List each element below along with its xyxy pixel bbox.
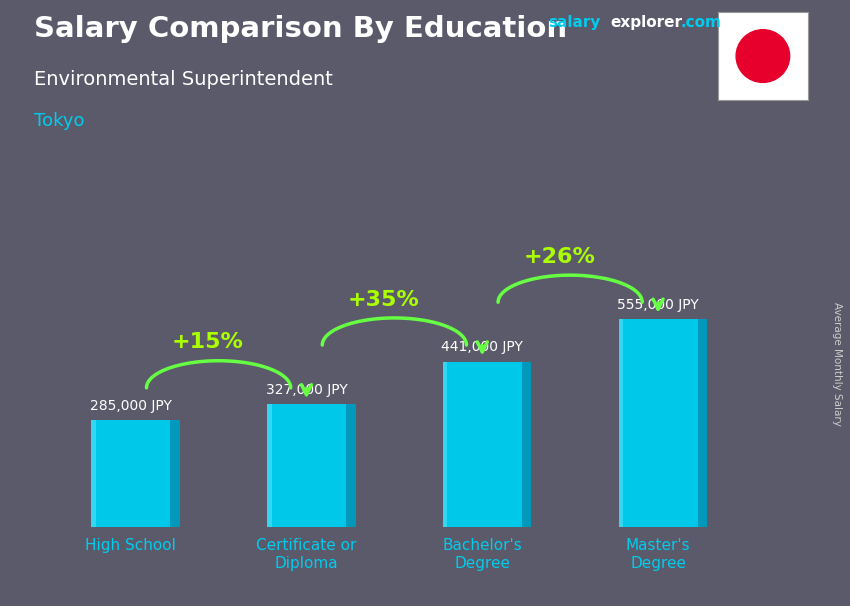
Text: Average Monthly Salary: Average Monthly Salary [832,302,842,425]
Text: Environmental Superintendent: Environmental Superintendent [34,70,333,88]
Text: +26%: +26% [524,247,595,267]
Text: explorer: explorer [610,15,683,30]
Bar [443,362,447,527]
Polygon shape [698,319,707,527]
Text: 327,000 JPY: 327,000 JPY [265,383,348,397]
Text: 285,000 JPY: 285,000 JPY [90,399,172,413]
Text: 555,000 JPY: 555,000 JPY [617,298,699,311]
Text: Salary Comparison By Education: Salary Comparison By Education [34,15,567,43]
Circle shape [736,30,790,82]
Text: +35%: +35% [348,290,419,310]
Bar [267,404,272,527]
Bar [619,319,698,527]
Bar [91,420,170,527]
Bar [619,319,623,527]
Text: salary: salary [548,15,601,30]
Text: +15%: +15% [172,333,244,353]
Polygon shape [170,420,180,527]
Polygon shape [522,362,531,527]
Bar [91,420,96,527]
Text: Tokyo: Tokyo [34,112,84,130]
Bar [443,362,522,527]
Text: .com: .com [680,15,721,30]
Polygon shape [346,404,355,527]
Text: 441,000 JPY: 441,000 JPY [441,341,524,355]
Bar [267,404,346,527]
